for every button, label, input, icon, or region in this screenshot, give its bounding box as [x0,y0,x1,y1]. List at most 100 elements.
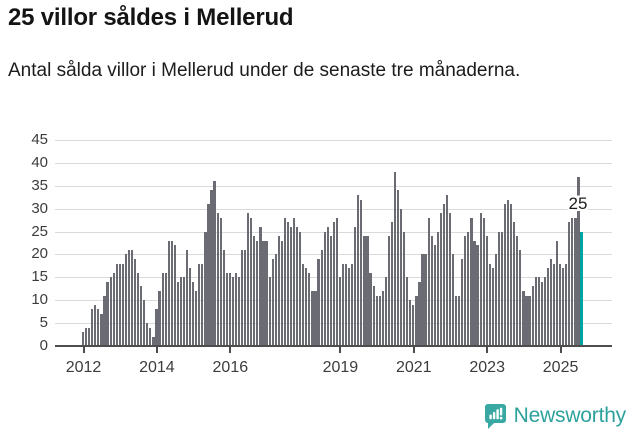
bar [464,236,467,346]
bar [283,217,286,346]
bar [121,263,124,346]
bar [274,254,277,346]
bar [308,272,311,346]
x-axis-tick-2021 [412,347,415,353]
bar [210,190,213,346]
bar [409,300,412,346]
y-axis-label-25: 25 [31,222,48,240]
bar [470,217,473,346]
bar [195,291,198,346]
x-axis-label-2021: 2021 [395,359,432,376]
bar [396,190,400,346]
bar [344,263,348,346]
bar [565,263,568,346]
bar [433,245,436,346]
bar [540,281,543,346]
bar [412,304,415,346]
page-title: 25 villor såldes i Mellerud [8,4,294,31]
bar [543,277,546,346]
gridline-y-45 [55,140,612,141]
bar [85,327,88,346]
bar [436,231,439,346]
bar [384,277,387,346]
bar [338,277,342,346]
x-axis-label-2016: 2016 [212,359,249,376]
bar [219,217,222,346]
bar [152,336,155,346]
bar [513,222,516,346]
bar [179,277,183,346]
bar [549,259,553,346]
y-axis-label-15: 15 [31,268,48,286]
bar [155,309,158,346]
gridline-y-30 [55,208,612,210]
bar [552,263,556,346]
bar [182,277,186,346]
bar [286,222,290,346]
bar [88,327,91,346]
x-axis-tick-2012 [82,347,85,353]
y-axis-label-0: 0 [39,337,48,354]
bar [293,217,296,346]
bar [461,259,464,346]
x-axis-tick-2016 [229,347,232,353]
bar [167,240,170,346]
bar [476,245,479,346]
bar [482,217,485,346]
bar [555,240,559,346]
bar [323,231,326,346]
bar [445,194,449,346]
bar [354,226,357,346]
bar [289,226,293,346]
bar [94,304,97,346]
bar [124,254,127,346]
chart-subtitle: Antal sålda villor i Mellerud under de s… [8,60,521,81]
bar [448,213,452,346]
bar [494,254,498,346]
bar [100,313,103,346]
newsworthy-brand: Newsworthy [483,401,626,431]
bar [430,236,433,346]
gridline-y-35 [55,185,612,187]
bar [455,295,458,346]
bar [534,277,537,346]
bar [427,217,430,346]
bar [302,263,305,346]
bar [158,291,161,346]
bar [335,217,338,346]
bar [137,272,140,346]
bar [173,245,176,346]
latest-value-annotation: 25 [568,194,588,213]
bar [253,236,256,346]
x-axis-label-2019: 2019 [322,359,359,376]
bar [146,323,149,346]
bar [400,208,403,346]
x-axis-tick-2019 [339,347,342,353]
bar [320,249,323,346]
x-axis-tick-2023 [486,347,489,353]
bar [326,226,329,346]
bar [234,272,238,346]
bar [262,240,265,346]
bar [439,213,442,346]
bar [559,263,562,346]
bar [192,281,195,346]
bar [241,249,244,346]
y-axis-label-20: 20 [31,245,48,263]
bar [351,263,354,346]
bar [268,277,271,346]
newsworthy-logo-icon [484,403,506,429]
bar [259,226,262,346]
bar [574,217,577,346]
bar [467,231,470,346]
bar [421,254,424,346]
bar [348,268,351,346]
bar [314,291,317,346]
bar [562,268,565,346]
bar [387,236,390,346]
bar [106,281,109,346]
bar [204,231,207,346]
bar [143,300,146,346]
bar [170,240,173,346]
